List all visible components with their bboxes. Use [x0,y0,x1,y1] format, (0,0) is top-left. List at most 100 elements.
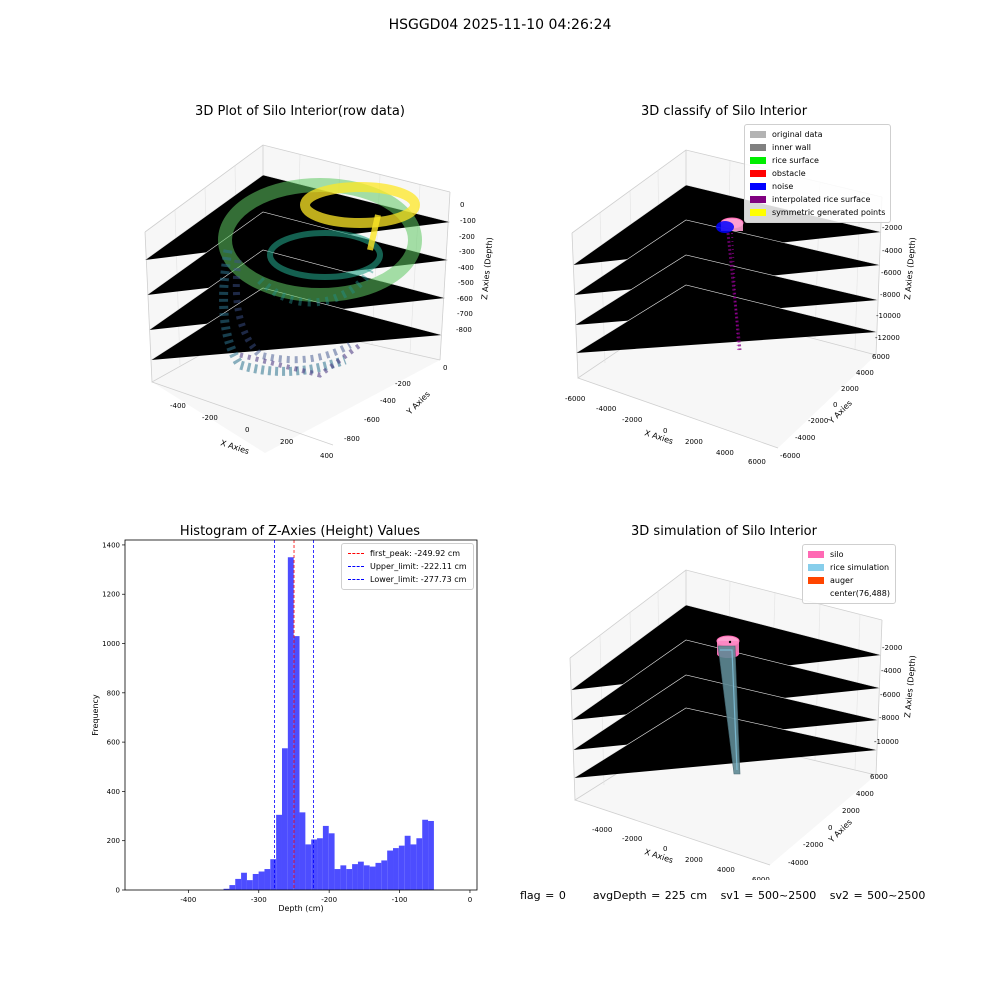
raw-x-label: X Axies [219,438,250,456]
classify-z-label: Z Axies (Depth) [903,237,917,300]
raw-y-tick: -800 [344,435,360,443]
legend-label: interpolated rice surface [772,195,871,204]
histogram-chart: -400 -300 -200 -100 0 0 200 400 600 800 1000 1200 1… [91,539,478,913]
raw-y-tick: -600 [364,416,380,424]
simulation-y-ticks: 6000 4000 2000 0 -2000 -4000 [788,773,888,867]
legend-label: inner wall [772,143,812,152]
raw-z-tick: -100 [460,217,476,225]
simulation-z-tick: -4000 [881,667,901,675]
raw-z-tick: -400 [458,264,474,272]
histogram-bar [422,819,429,890]
simulation-x-tick: 4000 [717,866,735,874]
histogram-x-label: Depth (cm) [278,904,323,913]
raw-z-tick: -200 [459,233,475,241]
raw-y-tick: -200 [395,380,411,388]
raw-z-tick: -300 [459,248,475,256]
histogram-bar [223,888,230,890]
histogram-bar [264,869,271,890]
histogram-bars [223,557,434,890]
classify-3d-plot: -6000 -4000 -2000 0 2000 4000 6000 X Axi… [565,149,917,466]
classify-y-tick: -4000 [795,434,815,442]
histogram-bar [410,844,417,890]
legend-label: symmetric generated points [772,208,886,217]
classify-z-tick: -12000 [875,334,900,342]
classify-x-tick: -6000 [565,395,585,403]
legend-swatch [750,157,766,164]
histogram-y-tick-label: 600 [107,739,120,747]
legend-item-obstacle: obstacle [750,167,885,180]
histogram-bar [428,820,434,890]
figure-suptitle: HSGGD04 2025-11-10 04:26:24 [388,17,612,33]
legend-item-first-peak: first_peak: -249.92 cm [348,547,467,560]
histogram-legend: first_peak: -249.92 cm Upper_limit: -222… [341,543,474,590]
raw-3d-plot: -400 -200 0 200 400 X Axies 0 -200 -400 … [144,144,494,460]
histogram-bar [369,866,376,890]
legend-swatch [808,590,824,597]
raw-x-tick: 0 [245,426,249,434]
classify-y-tick: -6000 [780,452,800,460]
histogram-bar [293,636,300,890]
classify-x-tick: -2000 [622,416,642,424]
histogram-bar [287,557,294,890]
classify-z-tick: -8000 [880,291,900,299]
legend-item-lower-limit: Lower_limit: -277.73 cm [348,573,467,586]
simulation-x-tick: -4000 [592,826,612,834]
raw-z-tick: -600 [457,295,473,303]
simulation-z-tick: -10000 [874,738,899,746]
legend-label: first_peak: -249.92 cm [370,549,461,558]
simulation-y-tick: -4000 [788,859,808,867]
legend-item-center: center(76,488) [808,587,890,600]
histogram-bar [305,844,312,890]
legend-item-upper-limit: Upper_limit: -222.11 cm [348,560,467,573]
histogram-bar [357,861,364,890]
histogram-bar [229,885,236,890]
legend-line [348,566,364,567]
histogram-x-ticks: -400 -300 -200 -100 0 [180,890,472,904]
sv2-readout: sv2 = 500~2500 [829,889,926,902]
classify-z-tick: -4000 [882,247,902,255]
legend-swatch [750,144,766,151]
histogram-bar [317,838,323,890]
simulation-z-tick: -8000 [879,714,899,722]
raw-y-tick: 0 [443,364,447,372]
classify-x-tick: 2000 [685,438,703,446]
histogram-bar [328,833,335,890]
simulation-z-ticks: -2000 -4000 -6000 -8000 -10000 [874,644,902,746]
raw-y-ticks: 0 -200 -400 -600 -800 [344,364,447,443]
simulation-y-tick: -2000 [803,841,823,849]
histogram-x-tick-label: -300 [251,896,267,904]
legend-item-symmetric-generated-points: symmetric generated points [750,206,885,219]
classify-z-tick: -6000 [881,269,901,277]
simulation-y-tick: 0 [828,824,832,832]
histogram-y-tick-label: 0 [116,887,120,895]
legend-swatch [808,564,824,571]
histogram-bar [241,872,247,890]
raw-z-tick: 0 [460,201,464,209]
legend-label: center(76,488) [830,589,890,598]
legend-item-auger: auger [808,574,890,587]
legend-label: noise [772,182,794,191]
classify-y-tick: -2000 [808,417,828,425]
histogram-bar [270,859,277,890]
flag-readout: flag = 0 [520,889,566,902]
sv1-readout: sv1 = 500~2500 [720,889,817,902]
histogram-bar [311,839,318,890]
legend-swatch [750,209,766,216]
histogram-y-tick-label: 1200 [102,591,120,599]
legend-swatch [750,196,766,203]
histogram-title: Histogram of Z-Axies (Height) Values [179,524,421,539]
histogram-bar [299,812,306,890]
simulation-y-tick: 2000 [842,807,860,815]
histogram-bar [252,873,259,890]
raw-points [218,178,422,378]
raw-x-tick: 400 [320,452,333,460]
simulation-x-label: X Axies [643,847,674,865]
classify-y-tick: 4000 [856,369,874,377]
classify-y-ticks: 6000 4000 2000 0 -2000 -4000 -6000 [780,353,890,460]
legend-item-noise: noise [750,180,885,193]
histogram-reference-lines [274,540,314,890]
simulation-x-tick: 0 [663,845,667,853]
raw-z-label: Z Axies (Depth) [480,237,494,300]
histogram-bar [352,864,358,890]
simulation-panel-title: 3D simulation of Silo Interior [631,524,817,539]
